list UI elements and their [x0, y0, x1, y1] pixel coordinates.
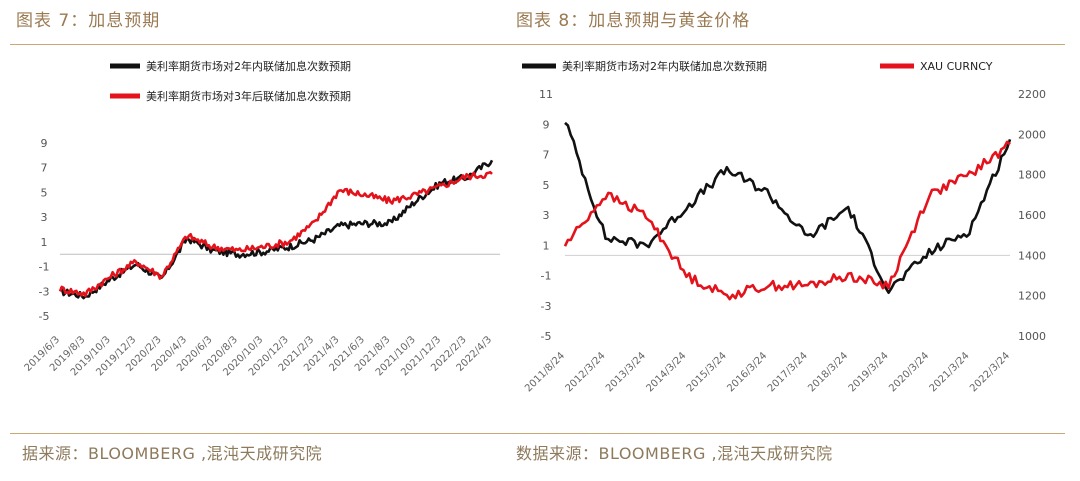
y2-tick-label: 2200 — [1018, 88, 1046, 101]
legend-label: XAU CURNCY — [920, 60, 993, 73]
x-tick-label: 2020/3/24 — [887, 350, 931, 394]
legend-label: 美利率期货市场对2年内联储加息次数预期 — [562, 59, 767, 73]
source-note: 据来源：BLOOMBERG ,混沌天成研究院 — [22, 444, 323, 463]
x-tick-label: 2012/3/24 — [564, 350, 608, 394]
bottom-rule — [10, 433, 510, 434]
bottom-rule — [510, 433, 1065, 434]
x-tick-label: 2022/3/24 — [968, 350, 1012, 394]
y-tick-label: 1 — [41, 236, 48, 249]
x-tick-label: 2019/3/24 — [847, 350, 891, 394]
y-tick-label: 11 — [539, 88, 553, 101]
y2-tick-label: 2000 — [1018, 128, 1046, 141]
x-tick-label: 2018/3/24 — [806, 350, 850, 394]
series-line-1 — [564, 121, 1012, 294]
y-tick-label: -3 — [39, 285, 50, 298]
series-line-2 — [58, 170, 493, 298]
legend-label: 美利率期货市场对3年后联储加息次数预期 — [146, 89, 351, 103]
y-tick-label: 5 — [543, 179, 550, 192]
y2-tick-label: 1800 — [1018, 169, 1046, 182]
y-tick-label: 3 — [41, 211, 48, 224]
y-tick-label: 1 — [543, 239, 550, 252]
y-tick-label: -1 — [39, 261, 50, 274]
y-tick-label: 5 — [41, 186, 48, 199]
y-tick-label: -3 — [541, 300, 552, 313]
y-tick-label: -5 — [39, 310, 50, 323]
y2-tick-label: 1200 — [1018, 290, 1046, 303]
left-figure: 图表 7：加息预期 -5 -3 -1 1 3 5 7 9 2019/6/3 2019/8/3 201… — [0, 0, 530, 481]
x-tick-label: 2021/3/24 — [928, 350, 972, 394]
y-tick-label: 9 — [543, 118, 550, 131]
y-tick-label: 7 — [543, 149, 550, 162]
y-tick-label: 3 — [543, 209, 550, 222]
x-tick-label: 2017/3/24 — [766, 350, 810, 394]
figure-title: 图表 7：加息预期 — [16, 11, 161, 31]
rate-hike-gold-chart: -5 -3 -1 1 3 5 7 9 11 1000 1200 1400 1600 1800 2000 220… — [522, 59, 1046, 394]
x-tick-label: 2015/3/24 — [685, 350, 729, 394]
rate-hike-chart: -5-3-1135792019/6/32019/8/32019/10/32019… — [23, 59, 500, 378]
series-line-2 — [563, 140, 1011, 301]
top-rule — [510, 44, 1065, 45]
right-figure: 图表 8：加息预期与黄金价格 -5 -3 -1 1 3 5 7 9 11 1000 1200 1400… — [510, 0, 1080, 481]
y-tick-label: -5 — [541, 330, 552, 343]
y-tick-label: 7 — [41, 162, 48, 175]
x-tick-label: 2013/3/24 — [604, 350, 648, 394]
x-tick-label: 2016/3/24 — [725, 350, 769, 394]
figure-title: 图表 8：加息预期与黄金价格 — [516, 11, 751, 31]
y-tick-label: 9 — [41, 137, 48, 150]
source-note: 数据来源：BLOOMBERG ,混沌天成研究院 — [516, 444, 833, 463]
top-rule — [10, 44, 510, 45]
y-tick-label: -1 — [541, 270, 552, 283]
legend-label: 美利率期货市场对2年内联储加息次数预期 — [146, 59, 351, 73]
series-line-1 — [59, 159, 494, 300]
x-tick-label: 2011/8/24 — [523, 350, 567, 394]
y2-tick-label: 1000 — [1018, 330, 1046, 343]
x-tick-label: 2014/3/24 — [644, 350, 688, 394]
y2-tick-label: 1400 — [1018, 249, 1046, 262]
y2-tick-label: 1600 — [1018, 209, 1046, 222]
